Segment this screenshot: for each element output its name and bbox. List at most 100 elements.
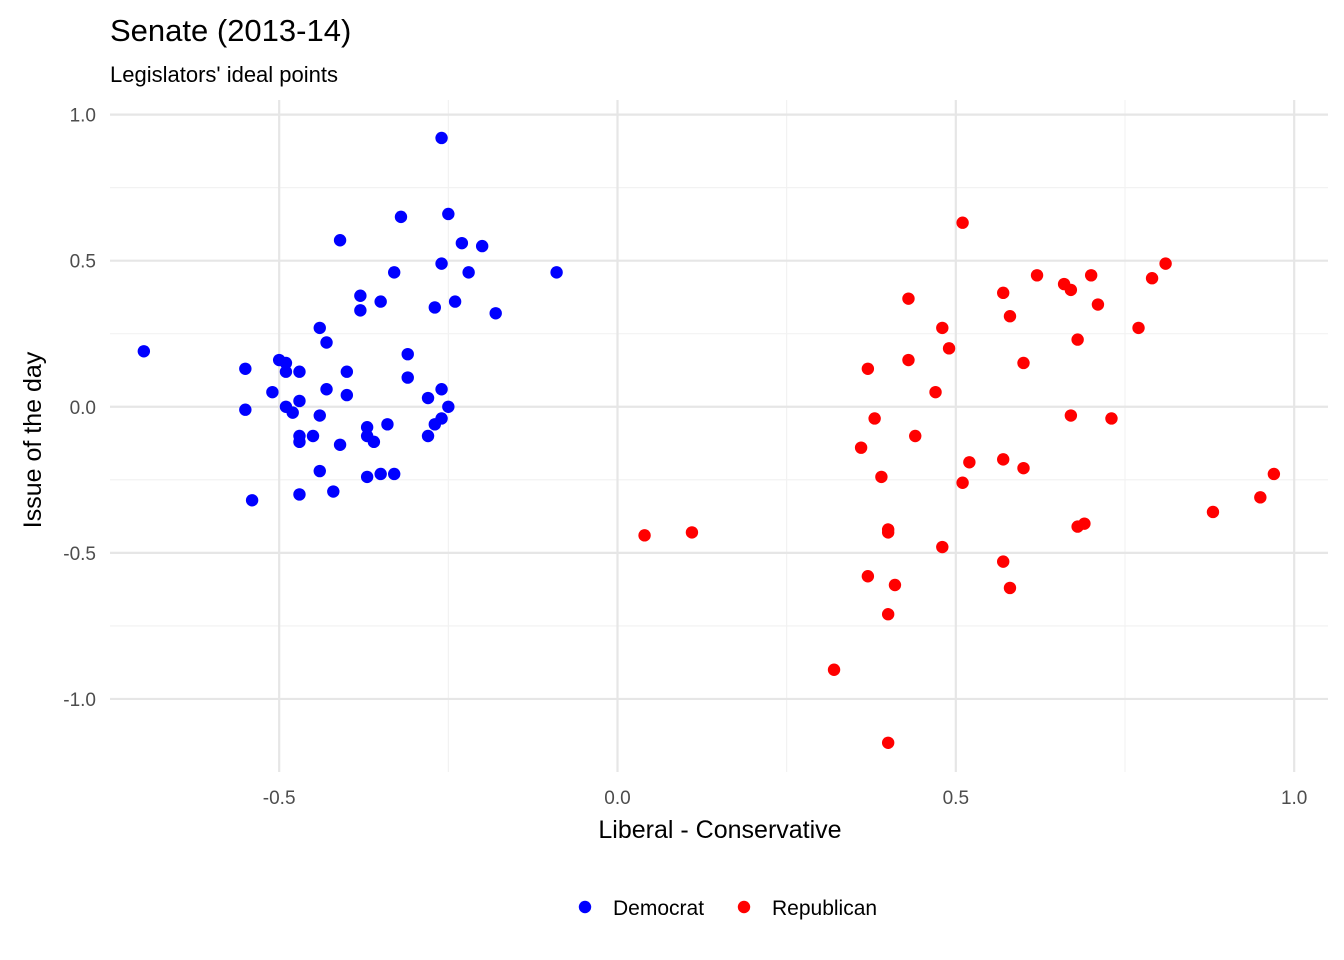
data-point-democrat — [442, 400, 455, 413]
data-point-republican — [1064, 409, 1078, 422]
data-point-democrat — [293, 365, 306, 378]
data-point-republican — [1132, 321, 1145, 335]
data-point-republican — [1145, 272, 1159, 285]
data-point-democrat — [333, 234, 347, 247]
data-point-republican — [1030, 269, 1044, 282]
data-point-democrat — [354, 289, 367, 302]
data-point-republican — [902, 292, 915, 305]
data-point-democrat — [550, 266, 563, 279]
data-point-democrat — [360, 421, 374, 434]
legend-key-republican — [737, 900, 751, 914]
data-point-republican — [868, 412, 881, 425]
data-point-republican — [861, 362, 875, 375]
data-point-republican — [1254, 491, 1267, 504]
x-tick-label: 0.0 — [604, 788, 630, 809]
data-point-democrat — [428, 418, 441, 431]
data-point-republican — [881, 608, 895, 621]
data-point-republican — [1003, 581, 1017, 595]
data-points — [137, 131, 1281, 749]
data-point-democrat — [428, 301, 441, 314]
data-point-democrat — [340, 388, 354, 402]
data-point-republican — [956, 476, 969, 489]
data-point-democrat — [435, 383, 448, 396]
data-point-republican — [942, 342, 956, 355]
data-point-democrat — [320, 336, 333, 349]
data-point-republican — [1105, 412, 1118, 425]
data-point-republican — [1267, 467, 1281, 481]
data-point-republican — [827, 663, 841, 676]
data-point-democrat — [333, 438, 347, 451]
data-point-republican — [936, 321, 949, 335]
x-axis-ticks: -0.5 0.0 0.5 1.0 — [263, 788, 1308, 809]
data-point-republican — [929, 385, 942, 399]
data-point-republican — [1159, 257, 1172, 270]
data-point-republican — [1064, 283, 1078, 297]
data-point-republican — [997, 286, 1010, 300]
x-tick-label: 1.0 — [1281, 788, 1307, 809]
data-point-democrat — [293, 394, 306, 408]
data-point-republican — [854, 441, 868, 454]
data-point-democrat — [374, 295, 387, 308]
data-point-democrat — [306, 429, 320, 443]
data-point-democrat — [137, 345, 151, 358]
data-point-republican — [881, 526, 895, 539]
y-axis-ticks: -1.0 -0.5 0.0 0.5 1.0 — [63, 106, 96, 711]
data-point-democrat — [388, 266, 401, 279]
y-tick-label: 0.0 — [70, 398, 96, 419]
legend-item-republican: Republican — [737, 897, 877, 920]
data-point-republican — [902, 353, 915, 367]
data-point-democrat — [320, 383, 333, 396]
data-point-democrat — [293, 488, 306, 501]
data-point-democrat — [340, 365, 354, 378]
data-point-democrat — [313, 409, 326, 422]
data-point-republican — [963, 456, 976, 469]
series-democrat — [137, 131, 563, 507]
data-point-democrat — [381, 418, 394, 431]
series-republican — [638, 216, 1281, 749]
data-point-republican — [1017, 461, 1030, 475]
data-point-republican — [875, 470, 888, 484]
data-point-democrat — [435, 131, 448, 145]
x-tick-label: 0.5 — [943, 788, 969, 809]
grid — [110, 100, 1328, 772]
data-point-republican — [685, 526, 699, 539]
data-point-republican — [956, 216, 969, 229]
data-point-democrat — [435, 257, 448, 270]
legend-label-democrat: Democrat — [613, 897, 704, 920]
data-point-democrat — [279, 365, 293, 378]
data-point-republican — [1071, 520, 1084, 533]
chart-title: Senate (2013-14) — [110, 13, 351, 48]
data-point-democrat — [286, 406, 299, 419]
data-point-republican — [1091, 298, 1105, 311]
data-point-democrat — [313, 321, 326, 335]
data-point-republican — [861, 570, 875, 583]
legend-key-democrat — [578, 900, 592, 914]
data-point-democrat — [327, 485, 340, 498]
data-point-democrat — [313, 464, 326, 478]
data-point-republican — [638, 529, 651, 542]
data-point-democrat — [388, 467, 401, 481]
y-tick-label: 1.0 — [70, 106, 96, 127]
data-point-democrat — [401, 347, 414, 361]
data-point-democrat — [293, 435, 306, 449]
data-point-republican — [936, 540, 949, 554]
data-point-republican — [881, 736, 895, 749]
data-point-republican — [1003, 310, 1017, 323]
data-point-democrat — [475, 239, 489, 253]
x-tick-label: -0.5 — [263, 788, 296, 809]
data-point-republican — [888, 578, 902, 592]
data-point-republican — [1206, 505, 1220, 519]
data-point-democrat — [360, 470, 374, 484]
data-point-democrat — [462, 266, 475, 279]
data-point-democrat — [279, 356, 293, 370]
y-tick-label: 0.5 — [70, 252, 96, 273]
data-point-democrat — [354, 304, 367, 317]
data-point-democrat — [421, 429, 435, 443]
data-point-democrat — [401, 371, 414, 384]
data-point-republican — [997, 555, 1010, 568]
data-point-democrat — [374, 467, 387, 481]
data-point-democrat — [245, 494, 259, 507]
data-point-democrat — [455, 236, 469, 250]
data-point-republican — [997, 453, 1010, 466]
